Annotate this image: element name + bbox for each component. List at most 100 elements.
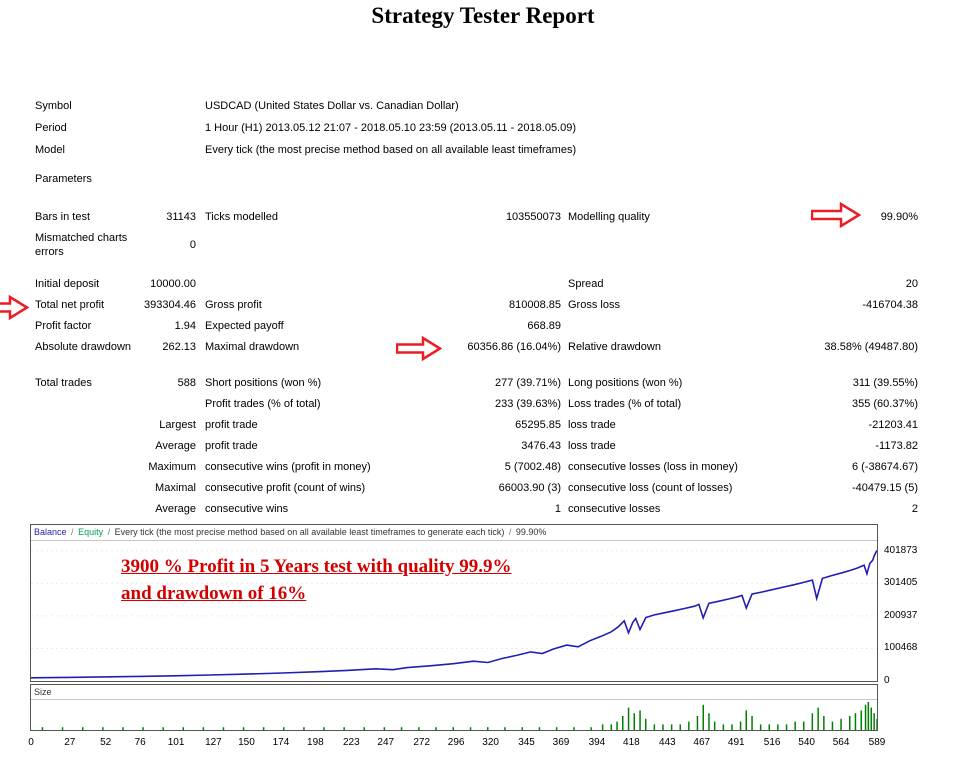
stat-value: -21203.41 [868,419,918,431]
stat-label: Profit factor [35,320,92,332]
arrow-shape [396,336,442,361]
x-axis-label: 345 [518,737,535,748]
stats-row: Average consecutive wins 1 consecutive loss… [35,498,918,519]
x-axis-label: 564 [832,737,850,748]
stat-value: 38.58% (49487.80) [824,341,918,353]
info-section: Symbol USDCAD (United States Dollar vs. … [35,99,576,194]
stats-row: Maximum consecutive wins (profit in money… [35,456,918,477]
arrow-total-net-profit-icon [0,295,29,320]
stat-value: 31143 [166,211,196,223]
stats-row: Maximal consecutive profit (count of wins… [35,477,918,498]
x-axis-label: 150 [238,737,255,748]
legend-model-label: Every tick (the most precise method base… [114,527,505,537]
annotation-line-2: and drawdown of 16% [121,583,307,604]
balance-plot-svg [31,550,877,679]
stat-value [138,393,196,414]
y-axis-label: 100468 [884,642,918,654]
stat-label: Expected payoff [205,320,284,332]
stats-row: Total trades 588 Short positions (won %) 27… [35,372,918,393]
stat-label: profit trade [205,440,258,452]
info-row-symbol: Symbol USDCAD (United States Dollar vs. … [35,99,576,113]
stat-value: 1 [554,503,561,515]
x-axis-label: 0 [28,737,34,748]
legend-separator: / [107,527,111,537]
symbol-label: Symbol [35,100,72,112]
balance-chart: Balance / Equity / Every tick (the most … [28,524,966,766]
stat-label [35,414,138,435]
x-axis-label: 320 [482,737,499,748]
stat-value: -416704.38 [862,299,918,311]
x-axis-label: 589 [868,737,886,748]
stat-label: Short positions (won %) [205,377,322,389]
stat-value: 6 (-38674.67) [851,461,918,473]
stat-label: Total trades [35,377,92,389]
stats-tbody-2: Total trades 588 Short positions (won %) 27… [35,372,918,519]
stat-value: 588 [177,377,196,389]
stat-label: Gross loss [568,299,620,311]
y-axis-label: 401873 [884,544,918,556]
arrow-maximal-drawdown-icon [396,336,442,361]
stat-value: 103550073 [505,211,561,223]
x-axis-label: 174 [272,737,290,748]
legend-balance-label: Balance [34,527,67,537]
stat-label: loss trade [568,419,616,431]
stat-label: Maximal drawdown [205,341,300,353]
stats-row: Absolute drawdown 262.13 Maximal drawdown 6… [35,336,918,357]
stat-label: Mismatched charts errors [35,232,128,258]
stat-label: consecutive losses [568,503,661,515]
stat-label: Spread [568,278,604,290]
stat-label: Loss trades (% of total) [568,398,682,410]
stat-label: Total net profit [35,299,105,311]
x-axis-label: 272 [413,737,431,748]
stat-value: -40479.15 (5) [851,482,918,494]
stats-row: Average profit trade 3476.43 loss trade -117… [35,435,918,456]
stat-value: 262.13 [162,341,196,353]
info-row-parameters: Parameters [35,172,576,186]
x-axis-label: 52 [100,737,112,748]
y-axis-label: 0 [884,675,890,686]
stat-label [35,498,138,519]
stat-label [196,273,461,294]
stat-label: consecutive losses (loss in money) [568,461,738,473]
period-value: 1 Hour (H1) 2013.05.12 21:07 - 2018.05.1… [205,122,577,134]
stat-value: 3476.43 [521,440,561,452]
stat-label: Ticks modelled [205,211,278,223]
stat-value: 20 [905,278,918,290]
stat-label [35,393,138,414]
stat-label: Bars in test [35,211,91,223]
x-axis-label: 540 [798,737,815,748]
stats-section: Bars in test 31143 Ticks modelled 103550073… [35,206,918,530]
x-axis-label: 247 [377,737,395,748]
stat-label: profit trade [205,419,258,431]
stat-value: 311 (39.55%) [852,377,918,389]
stat-value: 810008.85 [509,299,561,311]
stat-value: Maximal [155,482,196,494]
stats-table-trades: Total trades 588 Short positions (won %) 27… [35,372,918,519]
stat-label: Long positions (won %) [568,377,683,389]
stat-label: consecutive wins [205,503,289,515]
arrow-shape [811,202,861,228]
x-axis-label: 418 [623,737,640,748]
stat-label: consecutive profit (count of wins) [205,482,366,494]
grid-lines [31,550,877,649]
x-axis-label: 101 [167,737,185,748]
profit-annotation: 3900 % Profit in 5 Years test with quali… [121,553,512,607]
stat-value: 233 (39.63%) [494,398,561,410]
stat-label: Relative drawdown [568,341,661,353]
x-axis-label: 443 [658,737,676,748]
volume-bars-svg [41,702,877,730]
stats-tbody-0: Bars in test 31143 Ticks modelled 103550073… [35,206,918,262]
legend-separator: / [71,527,74,537]
stat-label [35,477,138,498]
symbol-value: USDCAD (United States Dollar vs. Canadia… [205,100,459,112]
stat-value [461,227,561,262]
stat-value: 393304.46 [144,299,196,311]
stat-value: 355 (60.37%) [851,398,918,410]
stats-tbody-1: Initial deposit 10000.00 Spread 20 Total net… [35,273,918,357]
stat-value: 277 (39.71%) [494,377,561,389]
x-axis-label: 394 [588,737,606,748]
stat-value [461,273,561,294]
arrow-modelling-quality-icon [811,202,861,228]
stat-label [35,435,138,456]
stats-row: Bars in test 31143 Ticks modelled 103550073… [35,206,918,227]
